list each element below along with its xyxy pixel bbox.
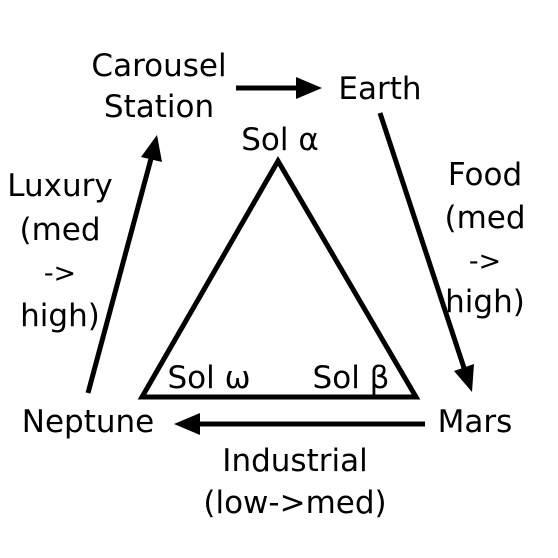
triangle-vertex-sol-alpha: Sol α <box>241 122 319 158</box>
triangle-vertex-sol-omega: Sol ω <box>167 360 250 396</box>
edge-label-luxury-line2: (med <box>19 212 100 248</box>
edge-label-luxury-line4: high) <box>20 298 100 334</box>
node-carousel-station-line1: Carousel <box>91 48 226 84</box>
edge-label-food-line2: (med <box>444 200 525 236</box>
node-carousel-station-line2: Station <box>104 89 214 125</box>
arrow-carousel-to-earth <box>236 77 322 99</box>
node-earth: Earth <box>338 71 421 107</box>
edge-label-industrial-line2: (low->med) <box>203 485 386 521</box>
node-neptune: Neptune <box>22 404 154 440</box>
arrow-earth-to-mars <box>380 113 474 392</box>
arrow-head <box>174 413 200 435</box>
edge-label-food-line1: Food <box>448 157 522 193</box>
edge-label-luxury-line3: -> <box>44 258 76 289</box>
node-mars: Mars <box>438 404 513 440</box>
triangle-vertex-sol-beta: Sol β <box>313 360 390 396</box>
arrow-head <box>141 135 162 162</box>
edge-label-food-line4: high) <box>445 284 525 320</box>
arrow-shaft <box>380 113 466 374</box>
edge-label-industrial-line1: Industrial <box>222 443 367 479</box>
edge-label-food-line3: -> <box>469 246 501 277</box>
arrow-head <box>296 77 322 99</box>
edge-label-luxury-line1: Luxury <box>7 168 112 204</box>
arrow-head <box>454 364 474 392</box>
arrow-mars-to-neptune <box>174 413 425 435</box>
